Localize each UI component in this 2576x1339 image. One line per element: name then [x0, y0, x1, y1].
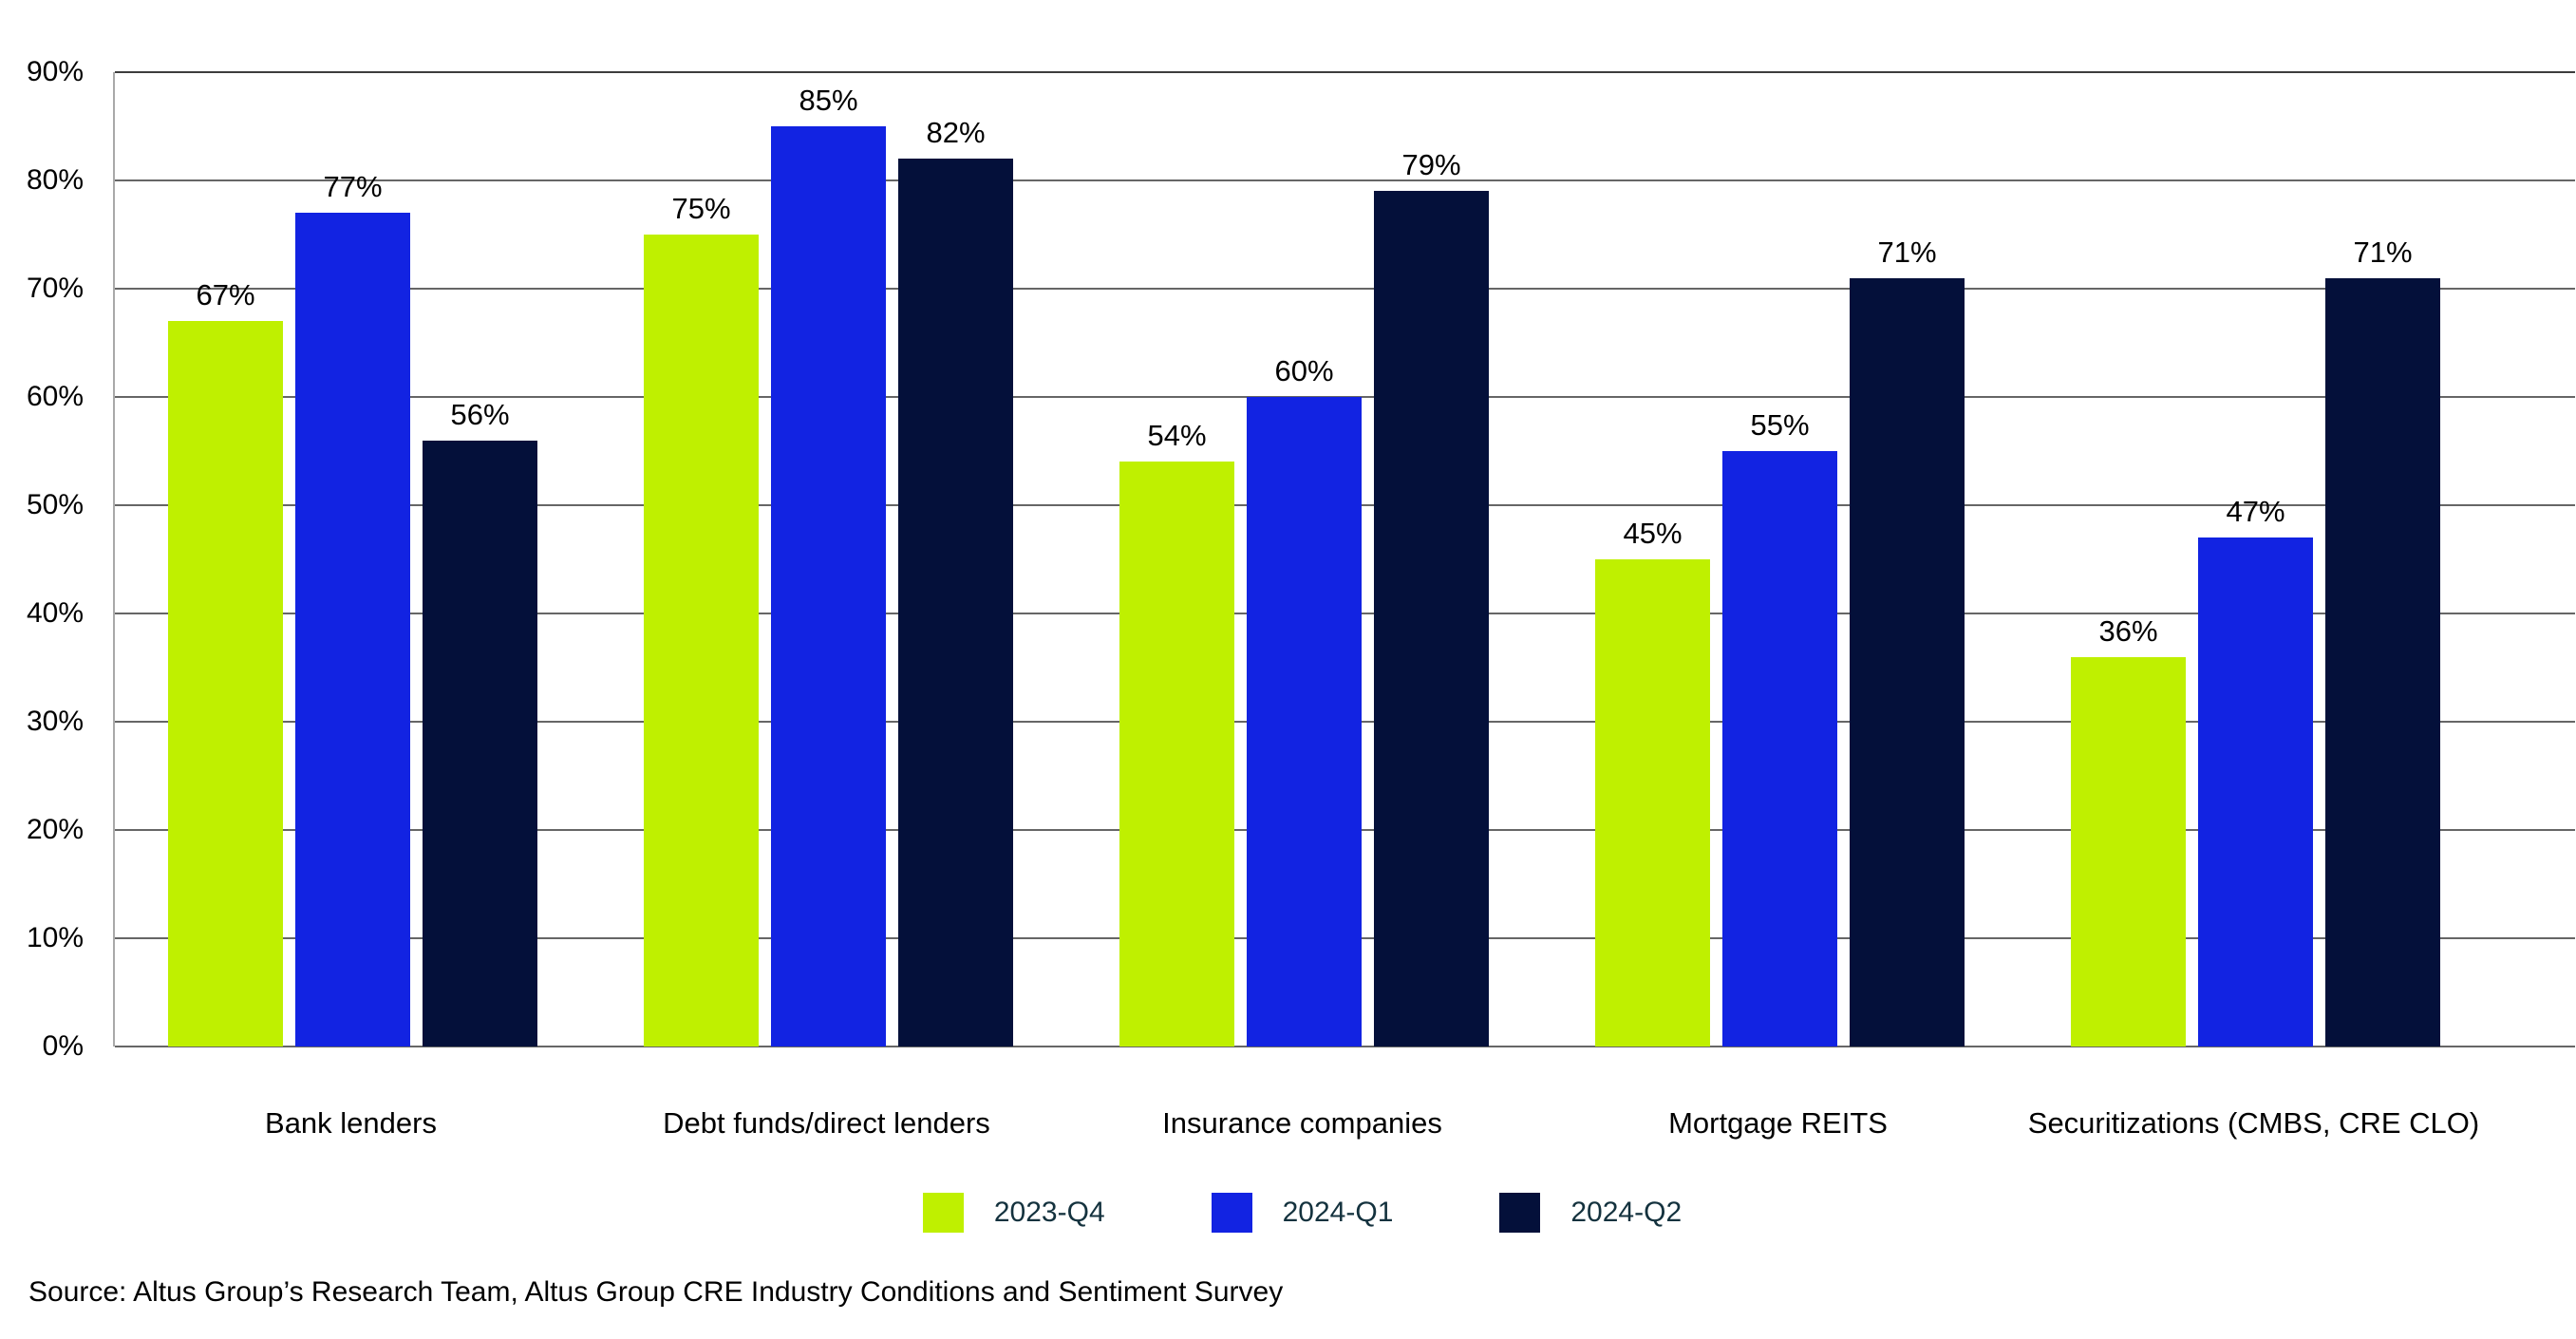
bar — [2198, 537, 2313, 1047]
legend-label: 2024-Q1 — [1282, 1197, 1394, 1228]
legend-label: 2023-Q4 — [993, 1197, 1105, 1228]
bar-slot: 55% — [1722, 72, 1837, 1047]
bar — [898, 159, 1013, 1047]
x-axis-label: Bank lenders — [265, 1106, 437, 1140]
plot-area: 67% 77% 56% 75% 85% 82% 54% 60% 79% 45% 55% 71% 36% 4… — [113, 71, 2575, 1047]
bar — [1374, 191, 1489, 1047]
bar-slot: 71% — [2325, 72, 2440, 1047]
bar-slot: 60% — [1247, 72, 1362, 1047]
bar-value-label: 71% — [1877, 235, 1937, 269]
bar-value-label: 77% — [323, 170, 383, 204]
bar-slot: 56% — [423, 72, 537, 1047]
bar-value-label: 79% — [1401, 148, 1461, 182]
bar — [168, 321, 283, 1047]
bar-slot: 71% — [1850, 72, 1965, 1047]
x-axis-label: Debt funds/direct lenders — [663, 1106, 990, 1140]
y-tick-label: 70% — [26, 272, 84, 304]
bar-group: 75% 85% 82% — [591, 72, 1066, 1047]
bar-slot: 54% — [1119, 72, 1234, 1047]
y-tick-label: 40% — [26, 597, 84, 629]
gridline — [115, 1046, 2575, 1047]
bar-group: 54% 60% 79% — [1066, 72, 1542, 1047]
bar — [1850, 277, 1965, 1047]
bar-value-label: 75% — [671, 192, 731, 225]
x-axis-label: Securitizations (CMBS, CRE CLO) — [2027, 1106, 2480, 1140]
y-tick-label: 90% — [26, 56, 84, 87]
bar-value-label: 55% — [1750, 408, 1810, 442]
bar-value-label: 60% — [1274, 354, 1334, 388]
bar-slot: 85% — [771, 72, 886, 1047]
legend-swatch — [1211, 1193, 1252, 1233]
y-tick-label: 20% — [26, 814, 84, 845]
bar-value-label: 71% — [2353, 235, 2413, 269]
x-axis-label: Mortgage REITS — [1668, 1106, 1888, 1140]
bar-value-label: 47% — [2226, 495, 2285, 529]
bar-value-label: 56% — [450, 397, 510, 431]
bar-slot: 82% — [898, 72, 1013, 1047]
y-tick-label: 10% — [26, 921, 84, 953]
gridline — [115, 288, 2575, 290]
bar-value-label: 85% — [799, 84, 858, 117]
gridline — [115, 71, 2575, 73]
bar-group: 36% 47% 71% — [2018, 72, 2493, 1047]
x-axis-labels: Bank lenders Debt funds/direct lenders Ins… — [113, 1104, 2491, 1142]
y-tick-label: 30% — [26, 705, 84, 737]
bar-value-label: 67% — [196, 278, 255, 312]
bar-slot: 45% — [1595, 72, 1710, 1047]
bar — [644, 235, 759, 1047]
legend-swatch — [1499, 1193, 1541, 1233]
bar — [1247, 397, 1362, 1047]
bar-value-label: 45% — [1623, 517, 1683, 550]
legend-item: 2024-Q1 — [1211, 1193, 1394, 1233]
bar-slot: 79% — [1374, 72, 1489, 1047]
x-axis-label: Insurance companies — [1162, 1106, 1442, 1140]
bar-slot: 77% — [295, 72, 410, 1047]
legend-item: 2023-Q4 — [922, 1193, 1105, 1233]
source-note: Source: Altus Group’s Research Team, Alt… — [28, 1276, 1284, 1308]
y-tick-label: 60% — [26, 380, 84, 412]
bar-slot: 36% — [2071, 72, 2186, 1047]
bar-slot: 75% — [644, 72, 759, 1047]
bar-slot: 67% — [168, 72, 283, 1047]
bar — [295, 213, 410, 1047]
bar — [1119, 462, 1234, 1047]
bar-group: 45% 55% 71% — [1542, 72, 2018, 1047]
legend-label: 2024-Q2 — [1570, 1197, 1683, 1228]
y-tick-label: 0% — [42, 1030, 84, 1062]
bar-groups: 67% 77% 56% 75% 85% 82% 54% 60% 79% 45% 55% 71% 36% 4… — [115, 72, 2493, 1047]
bar — [2071, 656, 2186, 1047]
y-axis: 90% 80% 70% 60% 50% 40% 30% 20% 10% 0% — [0, 56, 84, 1062]
bar — [2325, 277, 2440, 1047]
legend-item: 2024-Q2 — [1499, 1193, 1682, 1233]
gridline — [115, 179, 2575, 181]
y-tick-label: 50% — [26, 488, 84, 520]
bar-value-label: 54% — [1147, 419, 1207, 453]
bar-slot: 47% — [2198, 72, 2313, 1047]
legend-swatch — [922, 1193, 964, 1233]
bar — [1595, 559, 1710, 1047]
bar — [423, 440, 537, 1047]
bar-value-label: 82% — [926, 116, 986, 150]
bar-value-label: 36% — [2098, 613, 2158, 648]
y-tick-label: 80% — [26, 163, 84, 196]
bar — [1722, 451, 1837, 1047]
legend: 2023-Q4 2024-Q1 2024-Q2 — [113, 1193, 2491, 1233]
bar — [771, 126, 886, 1047]
bar-group: 67% 77% 56% — [115, 72, 591, 1047]
